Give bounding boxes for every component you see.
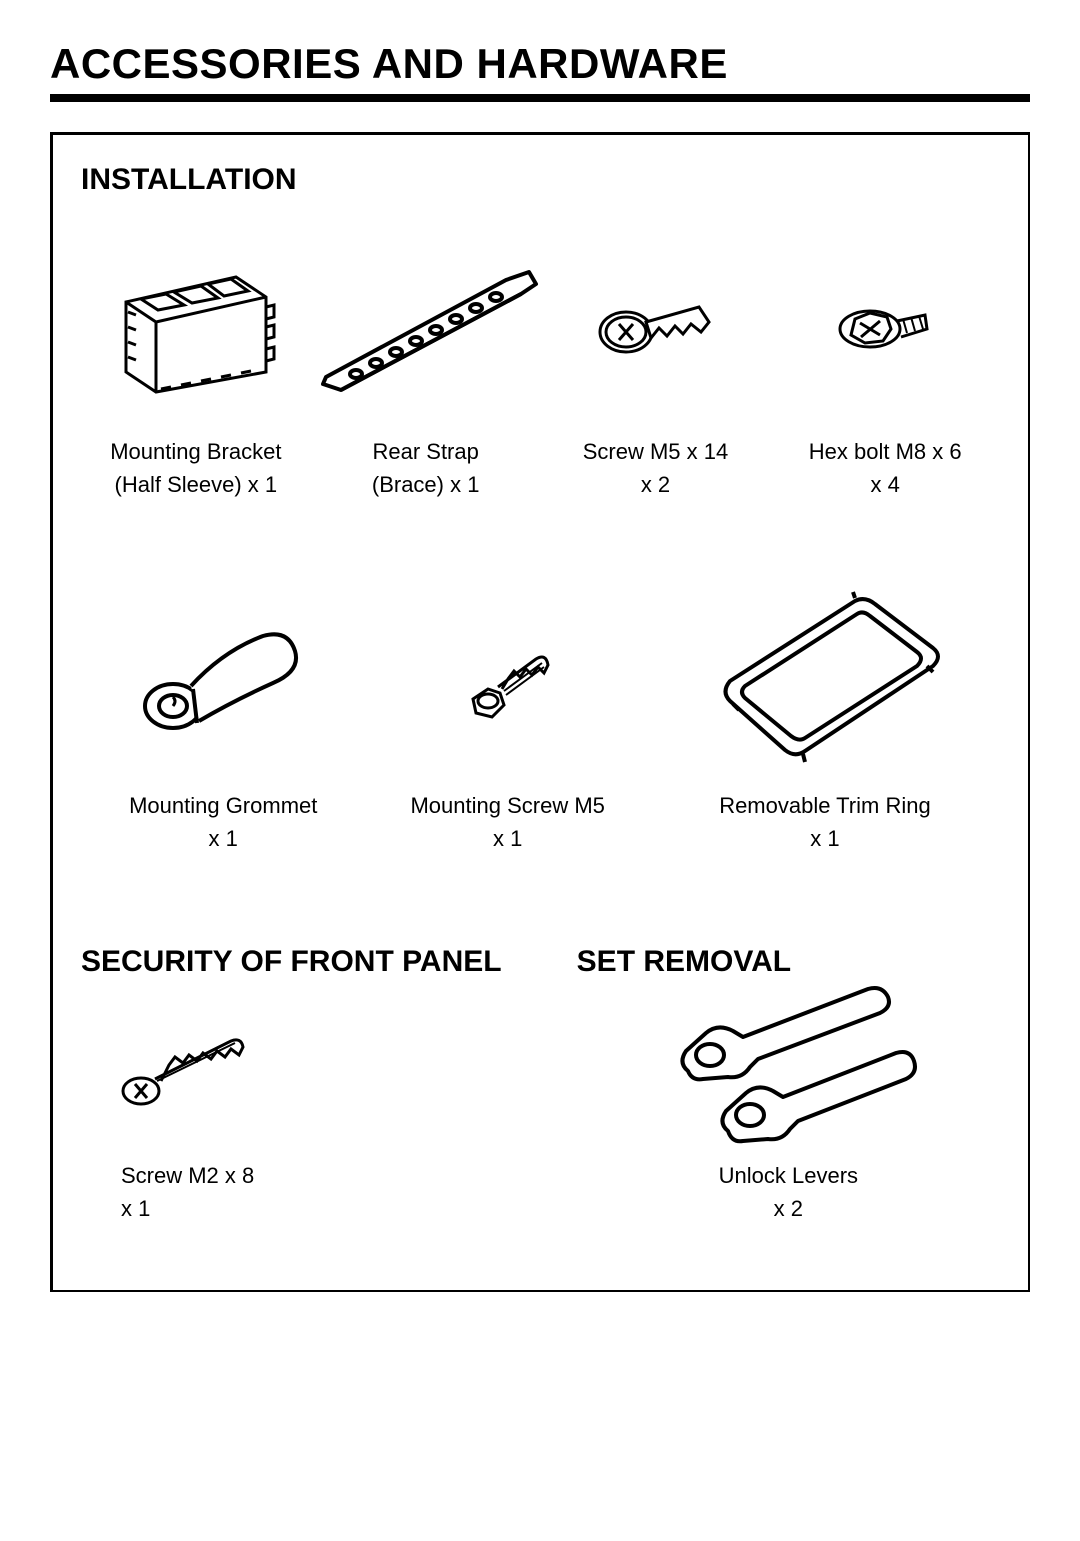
security-title: SECURITY OF FRONT PANEL <box>81 945 547 979</box>
rear-strap-icon <box>311 237 541 417</box>
item-mounting-screw-m5: Mounting Screw M5 x 1 <box>365 591 649 855</box>
item-trim-ring: Removable Trim Ring x 1 <box>650 591 1000 855</box>
security-section: SECURITY OF FRONT PANEL Screw M2 x 8 x 1 <box>81 945 547 1225</box>
item-mounting-bracket: Mounting Bracket (Half Sleeve) x 1 <box>81 237 311 501</box>
trim-ring-label: Removable Trim Ring x 1 <box>719 789 931 855</box>
item-hex-bolt: Hex bolt M8 x 6 x 4 <box>770 237 1000 501</box>
page-title: ACCESSORIES AND HARDWARE <box>50 40 1030 102</box>
mounting-bracket-label: Mounting Bracket (Half Sleeve) x 1 <box>110 435 281 501</box>
screw-m5x14-label: Screw M5 x 14 x 2 <box>583 435 729 501</box>
item-rear-strap: Rear Strap (Brace) x 1 <box>311 237 541 501</box>
unlock-levers-icon <box>577 991 1000 1151</box>
installation-row-1: Mounting Bracket (Half Sleeve) x 1 <box>81 237 1000 501</box>
item-mounting-grommet: Mounting Grommet x 1 <box>81 591 365 855</box>
hex-bolt-icon <box>770 237 1000 417</box>
set-removal-section: SET REMOVAL Unlock Levers x 2 <box>577 945 1000 1225</box>
unlock-levers-label: Unlock Levers x 2 <box>719 1159 858 1225</box>
set-removal-title: SET REMOVAL <box>577 945 1000 979</box>
trim-ring-icon <box>650 591 1000 771</box>
mounting-grommet-label: Mounting Grommet x 1 <box>129 789 317 855</box>
content-box: INSTALLATION <box>50 132 1030 1292</box>
rear-strap-label: Rear Strap (Brace) x 1 <box>372 435 480 501</box>
mounting-grommet-icon <box>81 591 365 771</box>
item-screw-m5x14: Screw M5 x 14 x 2 <box>541 237 771 501</box>
installation-row-2: Mounting Grommet x 1 Mounting Screw M5 x… <box>81 591 1000 855</box>
mounting-screw-m5-icon <box>365 591 649 771</box>
screw-m5x14-icon <box>541 237 771 417</box>
mounting-bracket-icon <box>81 237 311 417</box>
installation-title: INSTALLATION <box>81 163 1000 197</box>
screw-m2x8-label: Screw M2 x 8 x 1 <box>81 1159 254 1225</box>
hex-bolt-label: Hex bolt M8 x 6 x 4 <box>809 435 962 501</box>
mounting-screw-m5-label: Mounting Screw M5 x 1 <box>410 789 604 855</box>
screw-m2x8-icon <box>81 991 547 1151</box>
